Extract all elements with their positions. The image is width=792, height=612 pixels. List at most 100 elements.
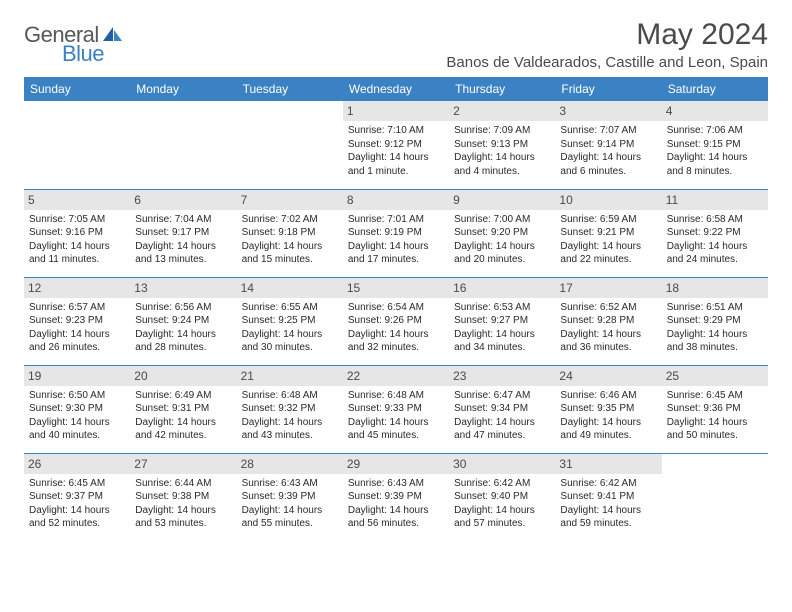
- sunrise-text: Sunrise: 6:45 AM: [667, 389, 763, 403]
- day-number: 27: [130, 454, 236, 474]
- sunset-text: Sunset: 9:31 PM: [135, 402, 231, 416]
- day-number: 31: [555, 454, 661, 474]
- day-number: 16: [449, 278, 555, 298]
- day-cell: 19Sunrise: 6:50 AMSunset: 9:30 PMDayligh…: [24, 365, 130, 453]
- sunrise-text: Sunrise: 7:01 AM: [348, 213, 444, 227]
- day-number: 17: [555, 278, 661, 298]
- week-row: 5 Sunrise: 7:05 AMSunset: 9:16 PM Daylight…: [24, 189, 768, 277]
- sunset-text: Sunset: 9:34 PM: [454, 402, 550, 416]
- day-number: 2: [449, 101, 555, 121]
- sunrise-text: Sunrise: 7:06 AM: [667, 124, 763, 138]
- daylight-text: Daylight: 14 hours and 40 minutes.: [29, 416, 125, 443]
- daylight-text: Daylight: 14 hours and 34 minutes.: [454, 328, 550, 355]
- daylight-text: Daylight: 14 hours and 43 minutes.: [242, 416, 338, 443]
- day-number: 15: [343, 278, 449, 298]
- daylight-text: Daylight: 14 hours and 6 minutes.: [560, 151, 656, 178]
- calendar-body: 1Sunrise: 7:10 AMSunset: 9:12 PMDaylight…: [24, 101, 768, 541]
- week-row: 12Sunrise: 6:57 AMSunset: 9:23 PMDayligh…: [24, 277, 768, 365]
- day-cell: 9Sunrise: 7:00 AMSunset: 9:20 PMDaylight…: [449, 189, 555, 277]
- logo: General Blue: [24, 18, 123, 67]
- day-number: 21: [237, 366, 343, 386]
- sunrise-text: Sunrise: 7:05 AM: [29, 213, 125, 227]
- day-number: 1: [343, 101, 449, 121]
- sunrise-text: Sunrise: 6:43 AM: [348, 477, 444, 491]
- sunrise-text: Sunrise: 6:57 AM: [29, 301, 125, 315]
- daylight-text: Daylight: 14 hours and 59 minutes.: [560, 504, 656, 531]
- sunset-text: Sunset: 9:35 PM: [560, 402, 656, 416]
- day-cell: 13Sunrise: 6:56 AMSunset: 9:24 PMDayligh…: [130, 277, 236, 365]
- week-row: 26Sunrise: 6:45 AMSunset: 9:37 PMDayligh…: [24, 453, 768, 541]
- daylight-text: Daylight: 14 hours and 52 minutes.: [29, 504, 125, 531]
- sunset-text: Sunset: 9:24 PM: [135, 314, 231, 328]
- day-cell: 29Sunrise: 6:43 AMSunset: 9:39 PMDayligh…: [343, 453, 449, 541]
- daylight-text: Daylight: 14 hours and 36 minutes.: [560, 328, 656, 355]
- day-cell: 1Sunrise: 7:10 AMSunset: 9:12 PMDaylight…: [343, 101, 449, 189]
- sunset-text: Sunset: 9:16 PM: [29, 226, 125, 240]
- day-number: 11: [662, 190, 768, 210]
- sunrise-text: Sunrise: 6:54 AM: [348, 301, 444, 315]
- daylight-text: Daylight: 14 hours and 13 minutes.: [135, 240, 231, 267]
- day-cell: 4 Sunrise: 7:06 AMSunset: 9:15 PMDaylight…: [662, 101, 768, 189]
- sunset-text: Sunset: 9:29 PM: [667, 314, 763, 328]
- sunrise-text: Sunrise: 6:50 AM: [29, 389, 125, 403]
- sunset-text: Sunset: 9:40 PM: [454, 490, 550, 504]
- month-title: May 2024: [446, 18, 768, 52]
- day-cell: 15Sunrise: 6:54 AMSunset: 9:26 PMDayligh…: [343, 277, 449, 365]
- day-cell: 17Sunrise: 6:52 AMSunset: 9:28 PMDayligh…: [555, 277, 661, 365]
- day-cell: 14Sunrise: 6:55 AMSunset: 9:25 PMDayligh…: [237, 277, 343, 365]
- sunrise-text: Sunrise: 6:52 AM: [560, 301, 656, 315]
- day-cell: 24Sunrise: 6:46 AMSunset: 9:35 PMDayligh…: [555, 365, 661, 453]
- sunset-text: Sunset: 9:14 PM: [560, 138, 656, 152]
- day-cell: 30Sunrise: 6:42 AMSunset: 9:40 PMDayligh…: [449, 453, 555, 541]
- sunrise-text: Sunrise: 7:00 AM: [454, 213, 550, 227]
- daylight-text: Daylight: 14 hours and 49 minutes.: [560, 416, 656, 443]
- day-number: 23: [449, 366, 555, 386]
- day-number: 10: [555, 190, 661, 210]
- day-cell: 3Sunrise: 7:07 AMSunset: 9:14 PMDaylight…: [555, 101, 661, 189]
- day-cell: [130, 101, 236, 189]
- daylight-text: Daylight: 14 hours and 57 minutes.: [454, 504, 550, 531]
- day-number: 18: [662, 278, 768, 298]
- day-cell: 22Sunrise: 6:48 AMSunset: 9:33 PMDayligh…: [343, 365, 449, 453]
- sunrise-text: Sunrise: 6:42 AM: [560, 477, 656, 491]
- daylight-text: Daylight: 14 hours and 42 minutes.: [135, 416, 231, 443]
- day-number: 14: [237, 278, 343, 298]
- day-cell: 25Sunrise: 6:45 AMSunset: 9:36 PMDayligh…: [662, 365, 768, 453]
- weekday-header: Sunday: [24, 77, 130, 101]
- day-number: 3: [555, 101, 661, 121]
- day-number: 7: [237, 190, 343, 210]
- sunrise-text: Sunrise: 6:47 AM: [454, 389, 550, 403]
- day-number: 5: [24, 190, 130, 210]
- sunrise-text: Sunrise: 6:59 AM: [560, 213, 656, 227]
- weekday-header: Tuesday: [237, 77, 343, 101]
- header: General Blue May 2024 Banos de Valdearad…: [24, 18, 768, 71]
- daylight-text: Daylight: 14 hours and 50 minutes.: [667, 416, 763, 443]
- daylight-text: Daylight: 14 hours and 24 minutes.: [667, 240, 763, 267]
- sunset-text: Sunset: 9:22 PM: [667, 226, 763, 240]
- day-cell: 8Sunrise: 7:01 AMSunset: 9:19 PMDaylight…: [343, 189, 449, 277]
- day-cell: 23Sunrise: 6:47 AMSunset: 9:34 PMDayligh…: [449, 365, 555, 453]
- weekday-header: Saturday: [662, 77, 768, 101]
- sunset-text: Sunset: 9:19 PM: [348, 226, 444, 240]
- sunrise-text: Sunrise: 7:04 AM: [135, 213, 231, 227]
- daylight-text: Daylight: 14 hours and 26 minutes.: [29, 328, 125, 355]
- day-cell: 5Sunrise: 7:05 AMSunset: 9:16 PMDaylight…: [24, 189, 130, 277]
- day-number: 4: [662, 101, 768, 121]
- daylight-text: Daylight: 14 hours and 20 minutes.: [454, 240, 550, 267]
- day-cell: 26Sunrise: 6:45 AMSunset: 9:37 PMDayligh…: [24, 453, 130, 541]
- sunset-text: Sunset: 9:38 PM: [135, 490, 231, 504]
- daylight-text: Daylight: 14 hours and 55 minutes.: [242, 504, 338, 531]
- daylight-text: Daylight: 14 hours and 56 minutes.: [348, 504, 444, 531]
- sunset-text: Sunset: 9:15 PM: [667, 138, 763, 152]
- logo-word2: Blue: [62, 41, 123, 67]
- sunrise-text: Sunrise: 6:51 AM: [667, 301, 763, 315]
- sunrise-text: Sunrise: 6:55 AM: [242, 301, 338, 315]
- daylight-text: Daylight: 14 hours and 8 minutes.: [667, 151, 763, 178]
- daylight-text: Daylight: 14 hours and 4 minutes.: [454, 151, 550, 178]
- day-cell: 20Sunrise: 6:49 AMSunset: 9:31 PMDayligh…: [130, 365, 236, 453]
- day-cell: 7Sunrise: 7:02 AMSunset: 9:18 PMDaylight…: [237, 189, 343, 277]
- daylight-text: Daylight: 14 hours and 22 minutes.: [560, 240, 656, 267]
- sunrise-text: Sunrise: 7:10 AM: [348, 124, 444, 138]
- sunrise-text: Sunrise: 6:45 AM: [29, 477, 125, 491]
- sunset-text: Sunset: 9:33 PM: [348, 402, 444, 416]
